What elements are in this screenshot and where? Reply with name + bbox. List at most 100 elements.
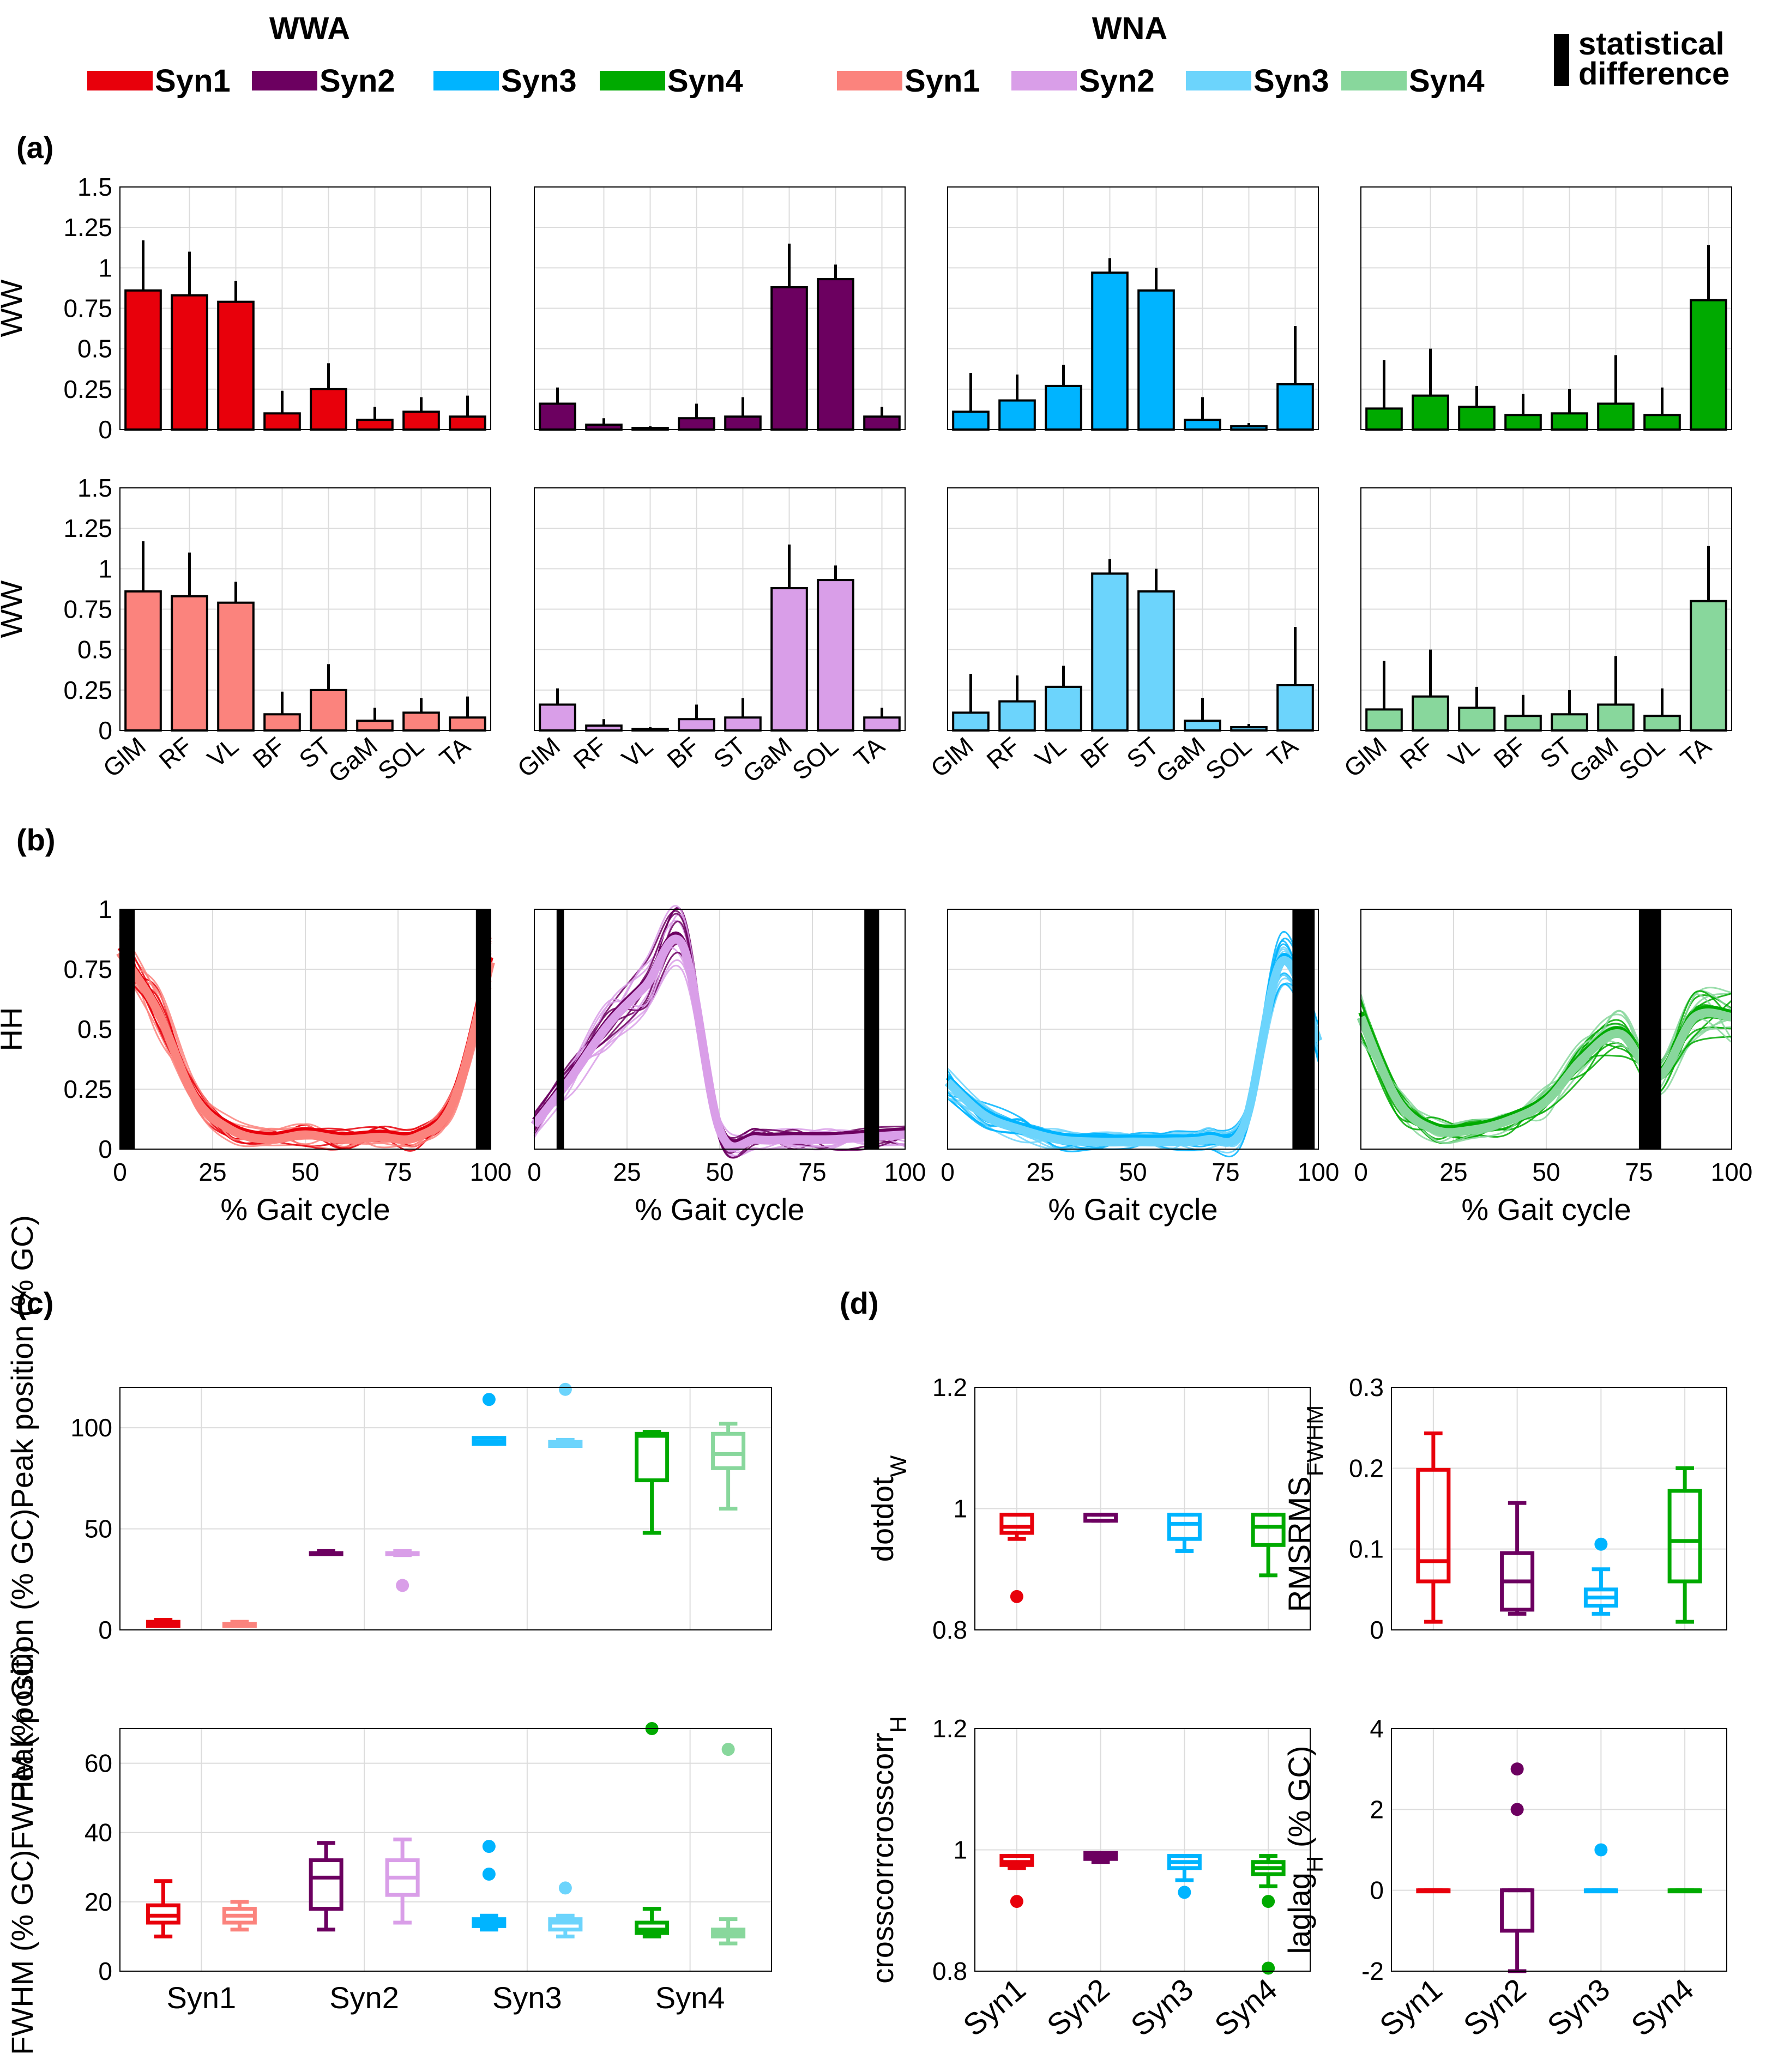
y-tick-label: 1 [98,253,112,282]
y-tick-label: 0.3 [1349,1373,1384,1402]
box-plot-c-1: 0 50 100 Peak position (% GC)Peak position … [5,1215,772,1802]
x-tick-label-syn3: Syn3 [492,1980,562,2015]
bar-vl [217,300,255,431]
x-tick-label-ta: TA [1262,732,1303,773]
outlier [1594,1843,1608,1857]
bar-rf [1412,695,1449,732]
y-tick-label: 0 [98,1957,112,1985]
box-syn4 [1667,1466,1702,1624]
panel-label-c: (c) [16,1286,53,1320]
significance-bar [475,909,491,1149]
box-iqr [309,1858,343,1911]
mean-curve-wna [944,956,1323,1147]
x-tick-label-bf: BF [247,732,290,774]
legend-title-wna: WNA [1092,11,1168,46]
y-tick-label: 0 [98,1616,112,1644]
outlier [1510,1762,1524,1776]
significance-bar [120,909,135,1149]
bar-sol [402,410,440,431]
bar-plot-wwa-syn4 [1360,186,1732,431]
box-wna-syn3 [548,1913,583,1938]
box-syn3 [1583,1567,1618,1616]
outlier [1262,1961,1275,1975]
panel-label-b: (b) [16,823,56,857]
significance-bar [864,909,879,1149]
plot-border [119,487,491,731]
y-axis-label-c-2-main: FWHM (% GC) [5,1645,39,1850]
box-wna-syn2 [385,1549,420,1557]
box-syn2 [1500,1501,1535,1616]
legend-swatch-wwa-2 [252,71,317,90]
bar-ta [1690,299,1727,431]
bar-glm [1365,407,1403,431]
box-wwa-syn4 [635,1430,670,1535]
plot-border [119,909,491,1150]
box-syn4 [1251,1513,1286,1578]
y-tick-label: 0 [98,716,112,745]
x-tick-label-syn2: Syn2 [1040,1972,1116,2043]
bar-gam [1597,703,1635,732]
y-tick-label: 60 [85,1749,112,1778]
x-tick-label-gam: GaM [323,732,383,788]
bar-bf [678,718,715,732]
x-tick-label-sol: SOL [372,732,429,786]
y-axis-label-d-4: laglagH (% GC) [1282,1745,1328,1954]
y-tick-label: 0 [98,1135,112,1163]
plot-frame [1391,1728,1727,1972]
x-tick-label-syn1: Syn1 [1373,1972,1448,2043]
y-tick-label: 0.75 [63,595,112,624]
y-axis-label-w: WW [0,581,28,638]
plot-border [1360,186,1732,430]
bar-plot-wwa-syn1: 0 0.25 0.5 0.75 1 1.25 1.5 [63,173,491,444]
x-axis-label: % Gait cycle [1048,1192,1217,1227]
box-plot-c-2: 0 20 40 60 Syn1 Syn2 Syn3 Syn4 FWHM (% GC)FWHM (… [5,1645,772,2055]
stat-diff-label-line2: difference [1578,56,1729,92]
legend-swatch-wwa-4 [600,71,665,90]
plot-border [119,186,491,430]
y-axis-label-h-main: H [0,1007,28,1029]
bar-gam [770,286,808,431]
box-syn3 [1167,1513,1202,1553]
box-iqr [1416,1467,1451,1584]
box-wwa-syn2 [309,1549,343,1556]
plot-border [534,487,906,731]
plot-border [974,1387,1311,1630]
outlier-wna [396,1579,409,1592]
mean-curve-wna [531,934,906,1151]
bar-glm [539,703,576,732]
y-tick-label: 1.25 [63,514,112,542]
plot-border [1391,1387,1727,1630]
legend-title-wwa: WWA [269,11,350,46]
x-tick-label: 100 [1711,1158,1753,1186]
bar-bf [678,417,715,431]
bar-vl [1458,406,1496,431]
y-tick-label: 0.25 [63,375,112,403]
x-tick-label: 0 [941,1158,955,1186]
mean-curve-wna [1357,1008,1733,1137]
y-tick-label: 0 [1370,1876,1384,1905]
legend-items: Syn1 Syn2 Syn3 Syn4 Syn1 Syn2 Syn3 Syn4 [87,63,1485,99]
mean-curve-wna [116,950,495,1144]
legend-swatch-wna-3 [1186,71,1251,90]
x-tick-label-ta: TA [1675,732,1716,773]
outlier-wna [558,1382,572,1396]
outlier-wwa [482,1868,496,1881]
legend-swatch-wna-2 [1011,71,1077,90]
bar-st [1551,713,1588,732]
y-tick-label: 0.75 [63,294,112,323]
y-tick-label: 100 [70,1413,112,1442]
x-tick-label: 75 [384,1158,412,1186]
x-tick-label-syn3: Syn3 [1124,1972,1200,2043]
x-tick-label-gam: GaM [1564,732,1624,788]
bar-gam [1184,720,1221,732]
box-iqr [999,1513,1034,1535]
box-syn2 [1083,1513,1118,1523]
box-wwa-syn1 [146,1617,180,1628]
bar-st [724,415,762,431]
y-tick-label: 40 [85,1819,112,1847]
legend-label-wna-1: Syn1 [905,63,980,99]
x-tick-label: 100 [1298,1158,1340,1186]
x-tick-label: 75 [798,1158,826,1186]
y-tick-label: 0 [98,415,112,444]
